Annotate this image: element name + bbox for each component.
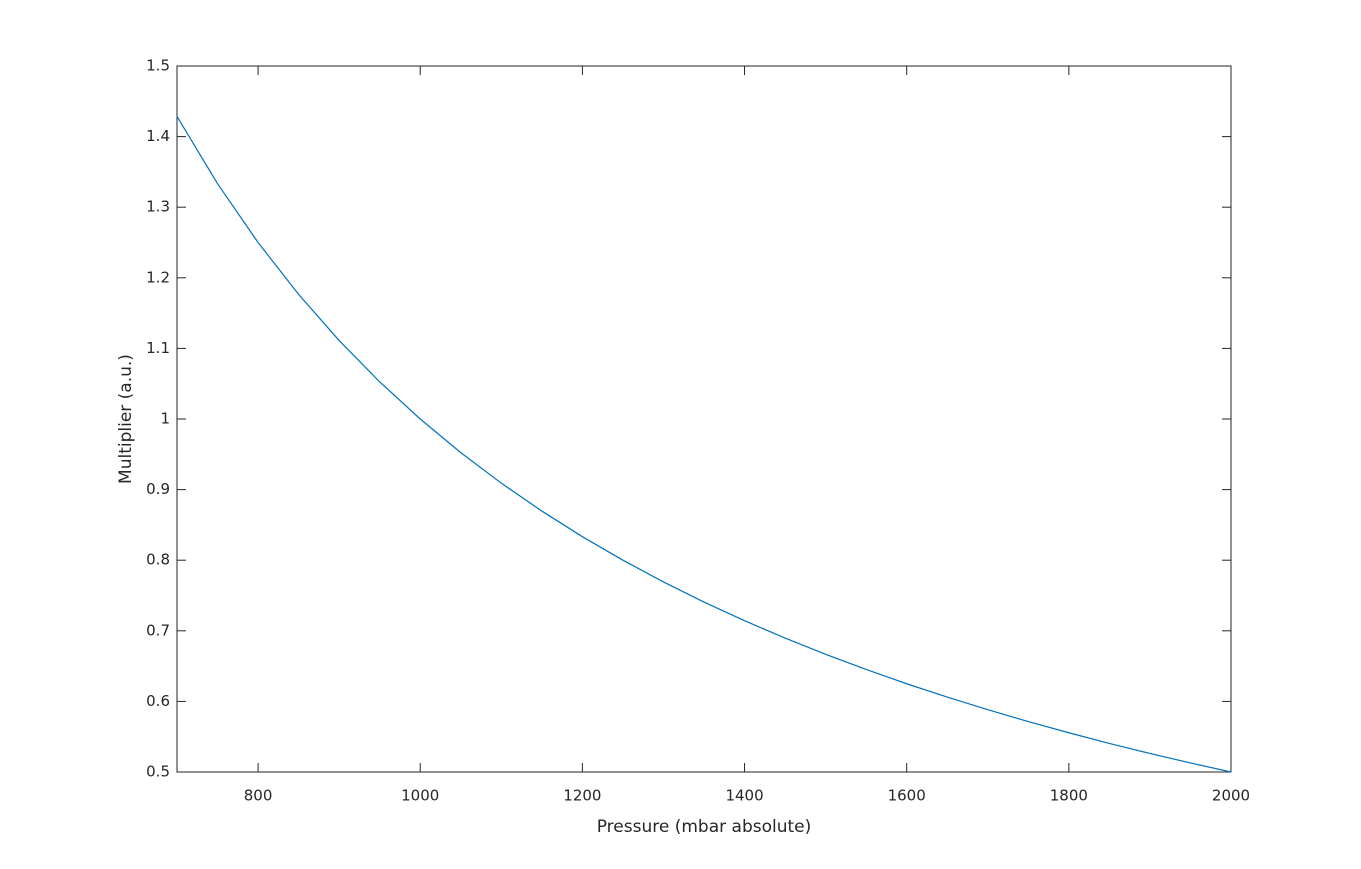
x-tick-label: 1200 [563,787,601,805]
y-tick-label: 1 [160,410,170,428]
y-axis-label: Multiplier (a.u.) [116,354,136,484]
y-tick-label: 1.2 [146,268,170,286]
axes-box [176,65,1232,773]
y-tick-label: 0.7 [146,621,170,639]
y-tick-label: 1.5 [146,57,170,75]
y-tick-label: 0.9 [146,480,170,498]
x-axis-label: Pressure (mbar absolute) [597,817,812,837]
x-tick-label: 1000 [401,787,439,805]
y-tick-label: 0.5 [146,763,170,781]
line-series [176,116,1232,773]
y-tick-label: 0.6 [146,692,170,710]
y-tick-label: 1.1 [146,339,170,357]
y-tick-label: 1.3 [146,198,170,216]
x-tick-label: 1800 [1050,787,1088,805]
x-tick-label: 1600 [888,787,926,805]
x-tick-label: 1400 [725,787,763,805]
x-tick-label: 2000 [1212,787,1250,805]
y-tick-label: 0.8 [146,551,170,569]
y-tick-label: 1.4 [146,127,170,145]
x-tick-label: 800 [244,787,273,805]
